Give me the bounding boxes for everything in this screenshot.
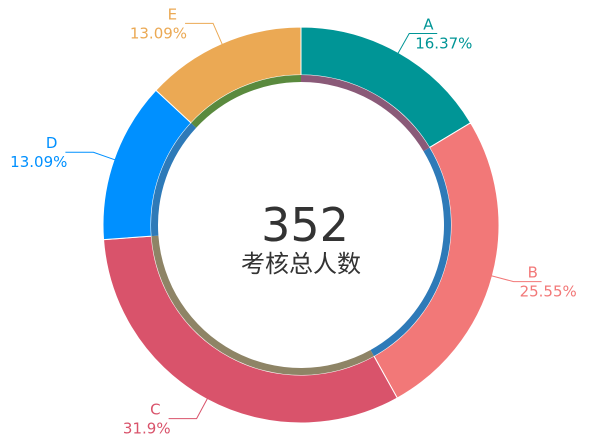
center-label: 考核总人数: [241, 250, 361, 278]
label-name-a: A: [423, 15, 434, 33]
label-percent-e: 13.09%: [130, 24, 187, 42]
label-name-c: C: [150, 401, 160, 419]
label-percent-b: 25.55%: [520, 283, 577, 301]
leader-line-b: [490, 274, 542, 283]
label-name-b: B: [528, 264, 538, 282]
label-name-e: E: [168, 5, 177, 23]
label-name-d: D: [46, 134, 58, 152]
leader-line-e: [185, 22, 224, 46]
inner-ring-e: [191, 75, 301, 128]
labels-group: A16.37%B25.55%C31.9%D13.09%E13.09%: [10, 5, 577, 437]
inner-ring-d: [151, 122, 197, 237]
label-percent-a: 16.37%: [415, 34, 472, 52]
label-percent-c: 31.9%: [123, 420, 171, 438]
leader-line-c: [168, 397, 209, 420]
inner-ring-c: [151, 235, 374, 376]
leader-lines-group: [65, 22, 542, 420]
label-percent-d: 13.09%: [10, 153, 67, 171]
leader-line-d: [65, 151, 117, 161]
leader-line-a: [396, 32, 438, 55]
slice-d[interactable]: [102, 89, 192, 241]
center-value: 352: [261, 198, 349, 252]
inner-ring-a: [301, 75, 430, 152]
inner-ring-group: [151, 75, 452, 376]
